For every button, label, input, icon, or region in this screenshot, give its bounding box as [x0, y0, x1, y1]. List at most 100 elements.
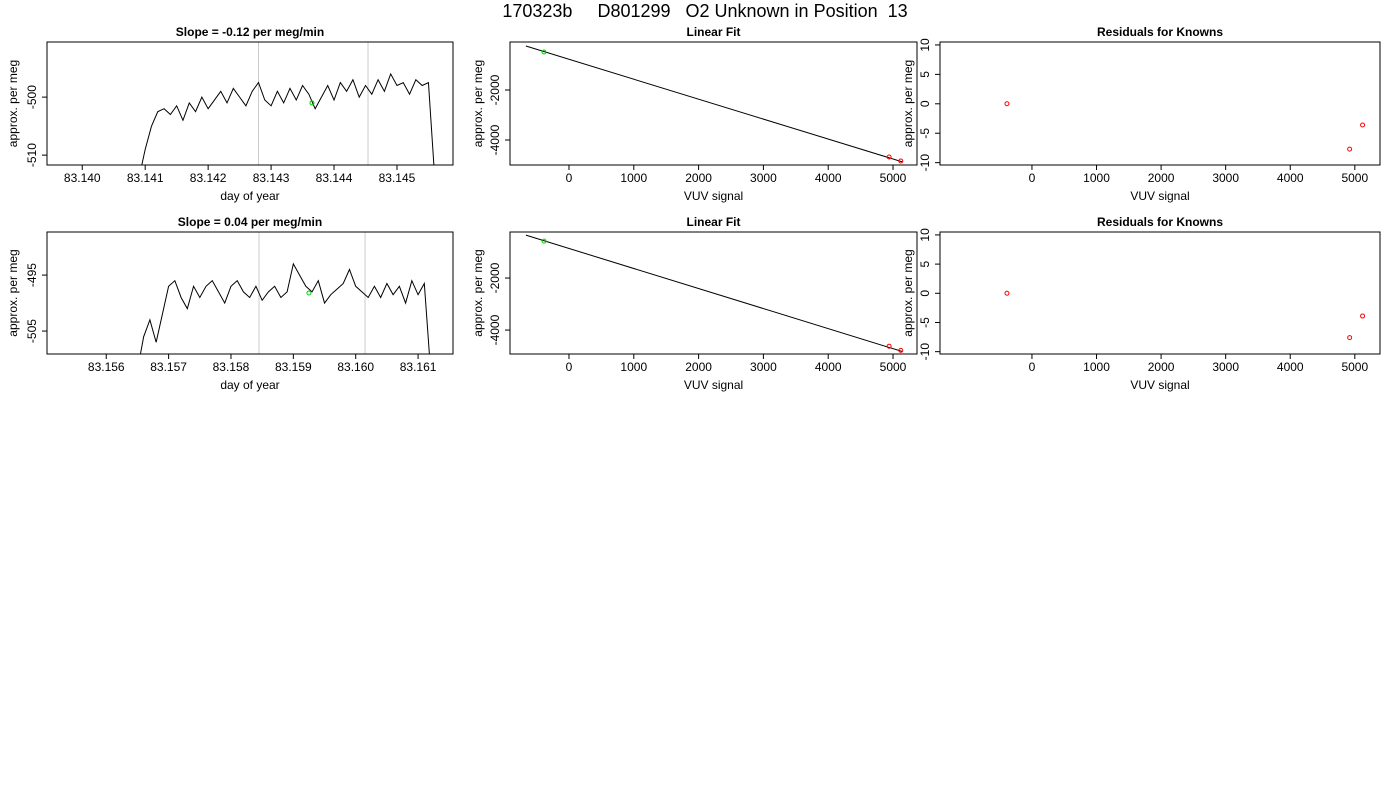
- data-line: [525, 45, 903, 163]
- x-tick-label: 2000: [685, 360, 712, 374]
- y-tick-label: -10: [918, 154, 932, 172]
- x-tick-label: 83.141: [127, 171, 164, 185]
- x-tick-label: 3000: [750, 360, 777, 374]
- data-point: [1360, 313, 1366, 319]
- data-point: [886, 154, 892, 160]
- y-axis-label: approx. per meg: [471, 60, 485, 147]
- y-axis-label: approx. per meg: [471, 249, 485, 336]
- panel: Slope = 0.04 per meg/min day of year appro…: [6, 215, 454, 392]
- panel-title: Linear Fit: [686, 215, 740, 229]
- data-point: [541, 238, 547, 244]
- x-axis-label: VUV signal: [684, 189, 743, 203]
- page-title: 170323b D801299 O2 Unknown in Position 1…: [502, 1, 907, 21]
- plot-frame: [939, 231, 1381, 355]
- data-point: [541, 49, 547, 55]
- x-tick-label: 2000: [1148, 171, 1175, 185]
- x-tick-label: 0: [1029, 360, 1036, 374]
- x-tick-label: 4000: [1277, 360, 1304, 374]
- x-tick-label: 4000: [815, 360, 842, 374]
- x-tick-label: 5000: [880, 171, 907, 185]
- y-tick-label: -2000: [488, 74, 502, 105]
- data-line: [139, 262, 430, 354]
- data-point: [886, 343, 892, 349]
- y-tick-label: -2000: [488, 262, 502, 293]
- x-tick-label: 2000: [685, 171, 712, 185]
- y-tick-label: -4000: [488, 124, 502, 155]
- panel: Slope = -0.12 per meg/min day of year appr…: [6, 25, 454, 203]
- x-tick-label: 1000: [1083, 171, 1110, 185]
- x-tick-label: 4000: [815, 171, 842, 185]
- x-tick-label: 83.140: [64, 171, 101, 185]
- x-axis-label: day of year: [220, 378, 279, 392]
- data-line: [525, 234, 903, 353]
- x-tick-label: 83.161: [400, 360, 437, 374]
- x-axis-label: VUV signal: [1130, 189, 1189, 203]
- x-tick-label: 0: [1029, 171, 1036, 185]
- x-tick-label: 83.144: [316, 171, 353, 185]
- x-tick-label: 83.158: [213, 360, 250, 374]
- x-tick-label: 5000: [1341, 171, 1368, 185]
- x-tick-label: 1000: [1083, 360, 1110, 374]
- plot-area: [1004, 290, 1366, 341]
- plot-frame: [46, 41, 454, 166]
- y-tick-label: 5: [918, 71, 932, 78]
- panel: Residuals for Knowns VUV signal approx. pe…: [901, 25, 1381, 203]
- x-tick-label: 1000: [620, 360, 647, 374]
- y-axis-label: approx. per meg: [6, 249, 20, 336]
- x-tick-label: 1000: [620, 171, 647, 185]
- plot-frame: [939, 41, 1381, 166]
- data-point: [898, 158, 904, 164]
- x-tick-label: 83.143: [253, 171, 290, 185]
- x-tick-label: 5000: [880, 360, 907, 374]
- x-tick-label: 83.156: [88, 360, 125, 374]
- plot-area: [139, 232, 430, 354]
- y-tick-label: -5: [918, 317, 932, 328]
- x-tick-label: 83.145: [379, 171, 416, 185]
- x-tick-label: 83.159: [275, 360, 312, 374]
- y-tick-label: 0: [918, 100, 932, 107]
- plot-area: [525, 45, 904, 164]
- y-tick-label: -10: [918, 343, 932, 361]
- panel-title: Slope = 0.04 per meg/min: [178, 215, 322, 229]
- x-tick-label: 5000: [1341, 360, 1368, 374]
- panel: Residuals for Knowns VUV signal approx. pe…: [901, 215, 1381, 392]
- plot-area: [141, 42, 435, 165]
- y-tick-label: 0: [918, 290, 932, 297]
- y-tick-label: 5: [918, 260, 932, 267]
- y-tick-label: 10: [918, 228, 932, 242]
- y-tick-label: -505: [25, 319, 39, 343]
- x-tick-label: 2000: [1148, 360, 1175, 374]
- panel-title: Residuals for Knowns: [1097, 25, 1223, 39]
- data-point: [1004, 290, 1010, 296]
- data-point: [898, 347, 904, 353]
- x-tick-label: 3000: [1212, 171, 1239, 185]
- panel-title: Linear Fit: [686, 25, 740, 39]
- data-point: [1004, 101, 1010, 107]
- y-tick-label: -510: [25, 143, 39, 167]
- data-point: [1360, 122, 1366, 128]
- y-axis-label: approx. per meg: [901, 249, 915, 336]
- x-tick-label: 0: [566, 360, 573, 374]
- x-axis-label: VUV signal: [684, 378, 743, 392]
- data-point: [309, 100, 315, 106]
- x-tick-label: 3000: [750, 171, 777, 185]
- x-tick-label: 83.142: [190, 171, 227, 185]
- plot-frame: [509, 231, 918, 355]
- y-tick-label: -4000: [488, 314, 502, 345]
- data-point: [1347, 146, 1353, 152]
- x-tick-label: 4000: [1277, 171, 1304, 185]
- y-axis-label: approx. per meg: [6, 60, 20, 147]
- plot-frame: [509, 41, 918, 166]
- plot-area: [525, 234, 904, 353]
- y-tick-label: 10: [918, 38, 932, 52]
- data-point: [306, 290, 312, 296]
- y-tick-label: -495: [25, 263, 39, 287]
- x-axis-label: VUV signal: [1130, 378, 1189, 392]
- panel: Linear Fit VUV signal approx. per meg 0 1000…: [471, 215, 918, 392]
- y-axis-label: approx. per meg: [901, 60, 915, 147]
- panel-title: Slope = -0.12 per meg/min: [176, 25, 324, 39]
- plot-area: [1004, 101, 1366, 152]
- panel-title: Residuals for Knowns: [1097, 215, 1223, 229]
- data-line: [141, 72, 435, 165]
